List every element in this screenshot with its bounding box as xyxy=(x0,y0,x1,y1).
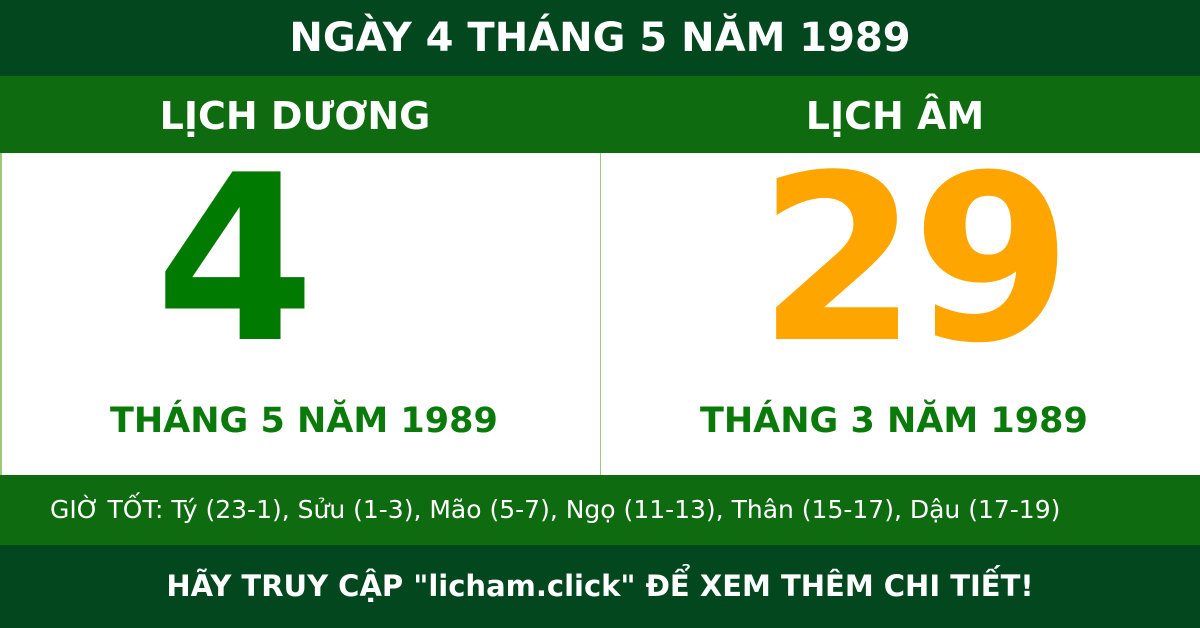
solar-day: 4 xyxy=(154,127,316,394)
good-hours: GIỜ TỐT: Tý (23-1), Sửu (1-3), Mão (5-7)… xyxy=(0,475,1200,545)
solar-month-year: THÁNG 5 NĂM 1989 xyxy=(110,401,498,441)
left-border xyxy=(0,153,2,475)
lunar-day: 29 xyxy=(757,127,1072,394)
lunar-month-year: THÁNG 3 NĂM 1989 xyxy=(700,401,1088,441)
calendar-headings: LỊCH DƯƠNG LỊCH ÂM xyxy=(0,76,1200,153)
calendar-body: 4 29 THÁNG 5 NĂM 1989 THÁNG 3 NĂM 1989 xyxy=(0,141,1200,475)
footer-cta: HÃY TRUY CẬP "licham.click" ĐỂ XEM THÊM … xyxy=(0,545,1200,628)
divider xyxy=(600,153,601,475)
solar-heading: LỊCH DƯƠNG xyxy=(159,94,431,138)
page-title: NGÀY 4 THÁNG 5 NĂM 1989 xyxy=(0,0,1200,76)
lunar-heading: LỊCH ÂM xyxy=(805,94,985,138)
